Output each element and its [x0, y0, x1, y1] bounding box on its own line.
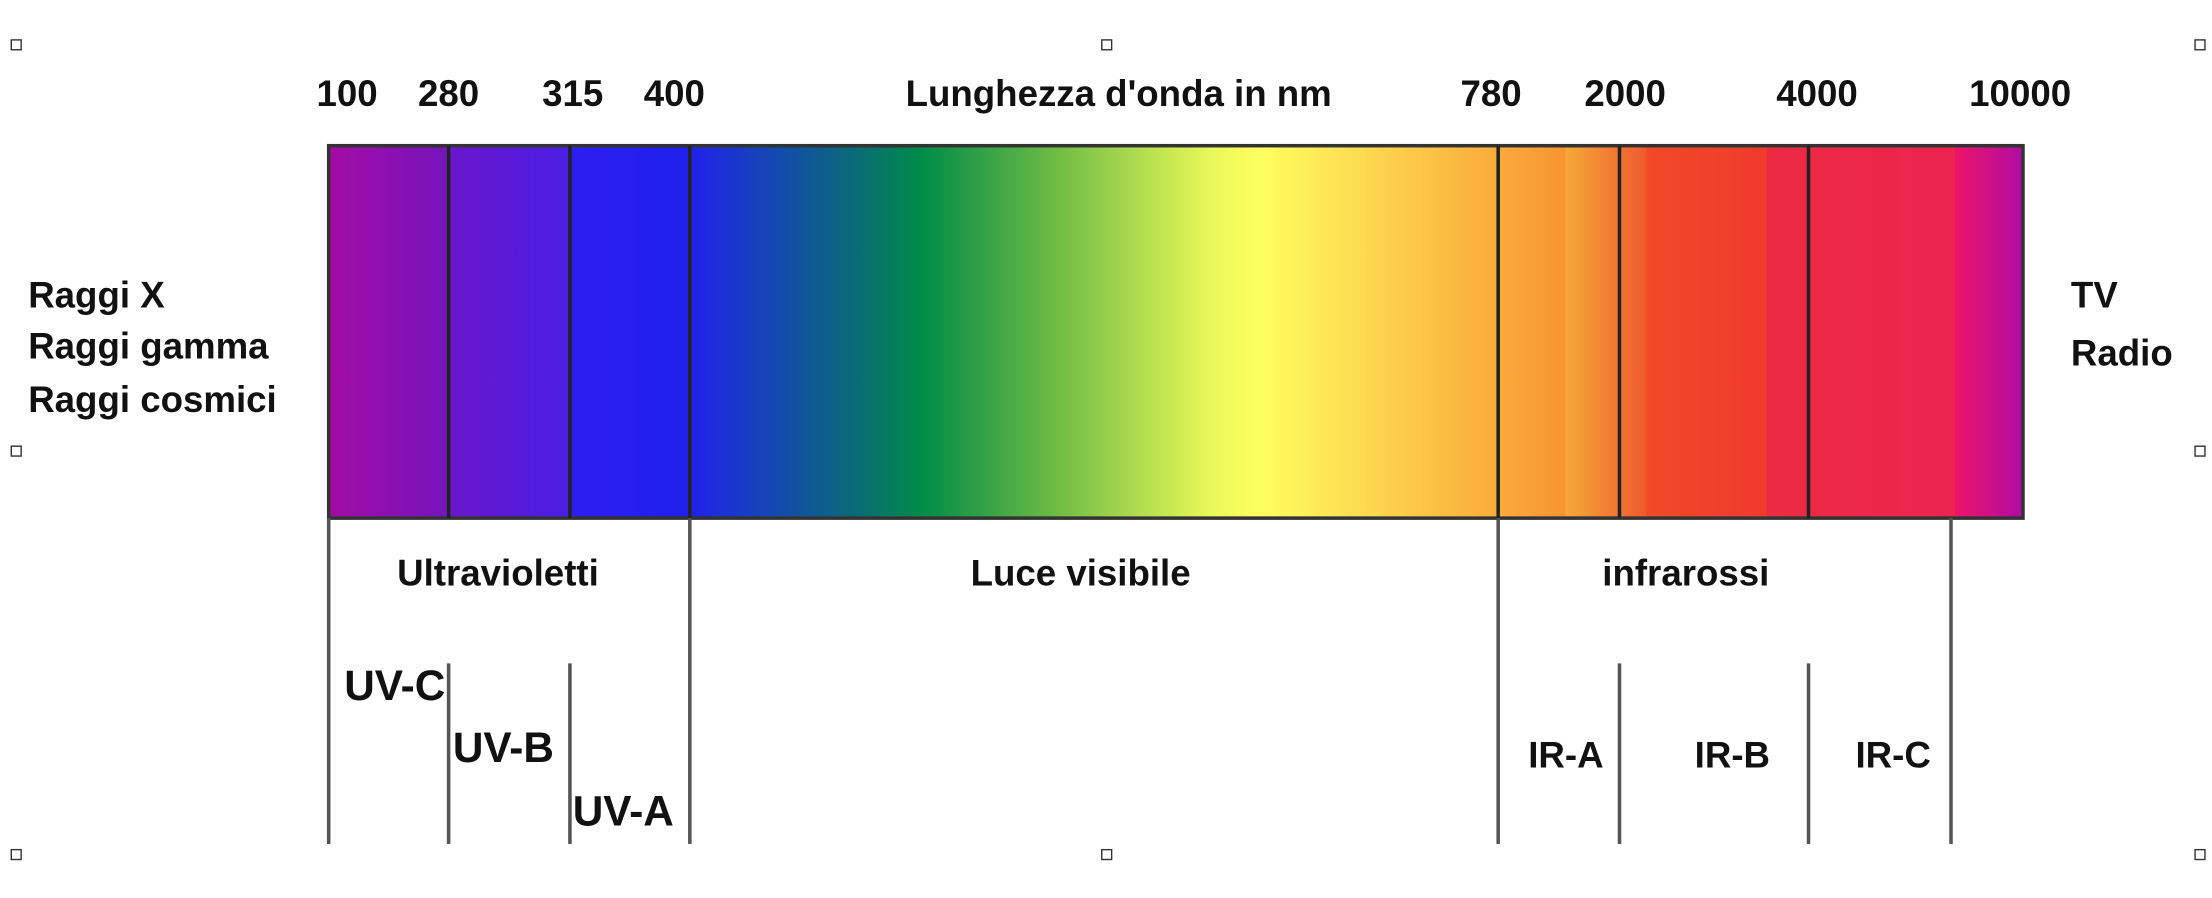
band-label: UV-B	[453, 724, 554, 771]
left-label: Raggi cosmici	[28, 379, 277, 420]
band-label: UV-C	[344, 662, 445, 709]
wavelength-label: 10000	[1969, 73, 2071, 114]
band-label: IR-C	[1856, 735, 1931, 776]
axis-title: Lunghezza d'onda in nm	[906, 73, 1332, 114]
dividers	[326, 145, 1953, 844]
region-label: infrarossi	[1602, 553, 1769, 594]
left-label: Raggi X	[28, 275, 165, 316]
wavelength-label: 100	[316, 73, 377, 114]
wavelength-label: 2000	[1584, 73, 1666, 114]
left-label: Raggi gamma	[28, 326, 269, 367]
wavelength-label: 780	[1461, 73, 1522, 114]
right-label: TV	[2071, 275, 2118, 316]
wavelength-label: 315	[542, 73, 603, 114]
wavelength-label: 280	[418, 73, 479, 114]
band-label: IR-B	[1695, 735, 1770, 776]
region-label: Luce visibile	[971, 553, 1191, 594]
wavelength-label: 4000	[1776, 73, 1858, 114]
wavelength-label: 400	[644, 73, 705, 114]
spectrum-bar	[326, 143, 2025, 520]
right-label: Radio	[2071, 333, 2173, 374]
band-label: IR-A	[1528, 735, 1603, 776]
band-label: UV-A	[573, 788, 674, 835]
selection-handles	[10, 39, 2206, 861]
region-label: Ultravioletti	[397, 553, 599, 594]
